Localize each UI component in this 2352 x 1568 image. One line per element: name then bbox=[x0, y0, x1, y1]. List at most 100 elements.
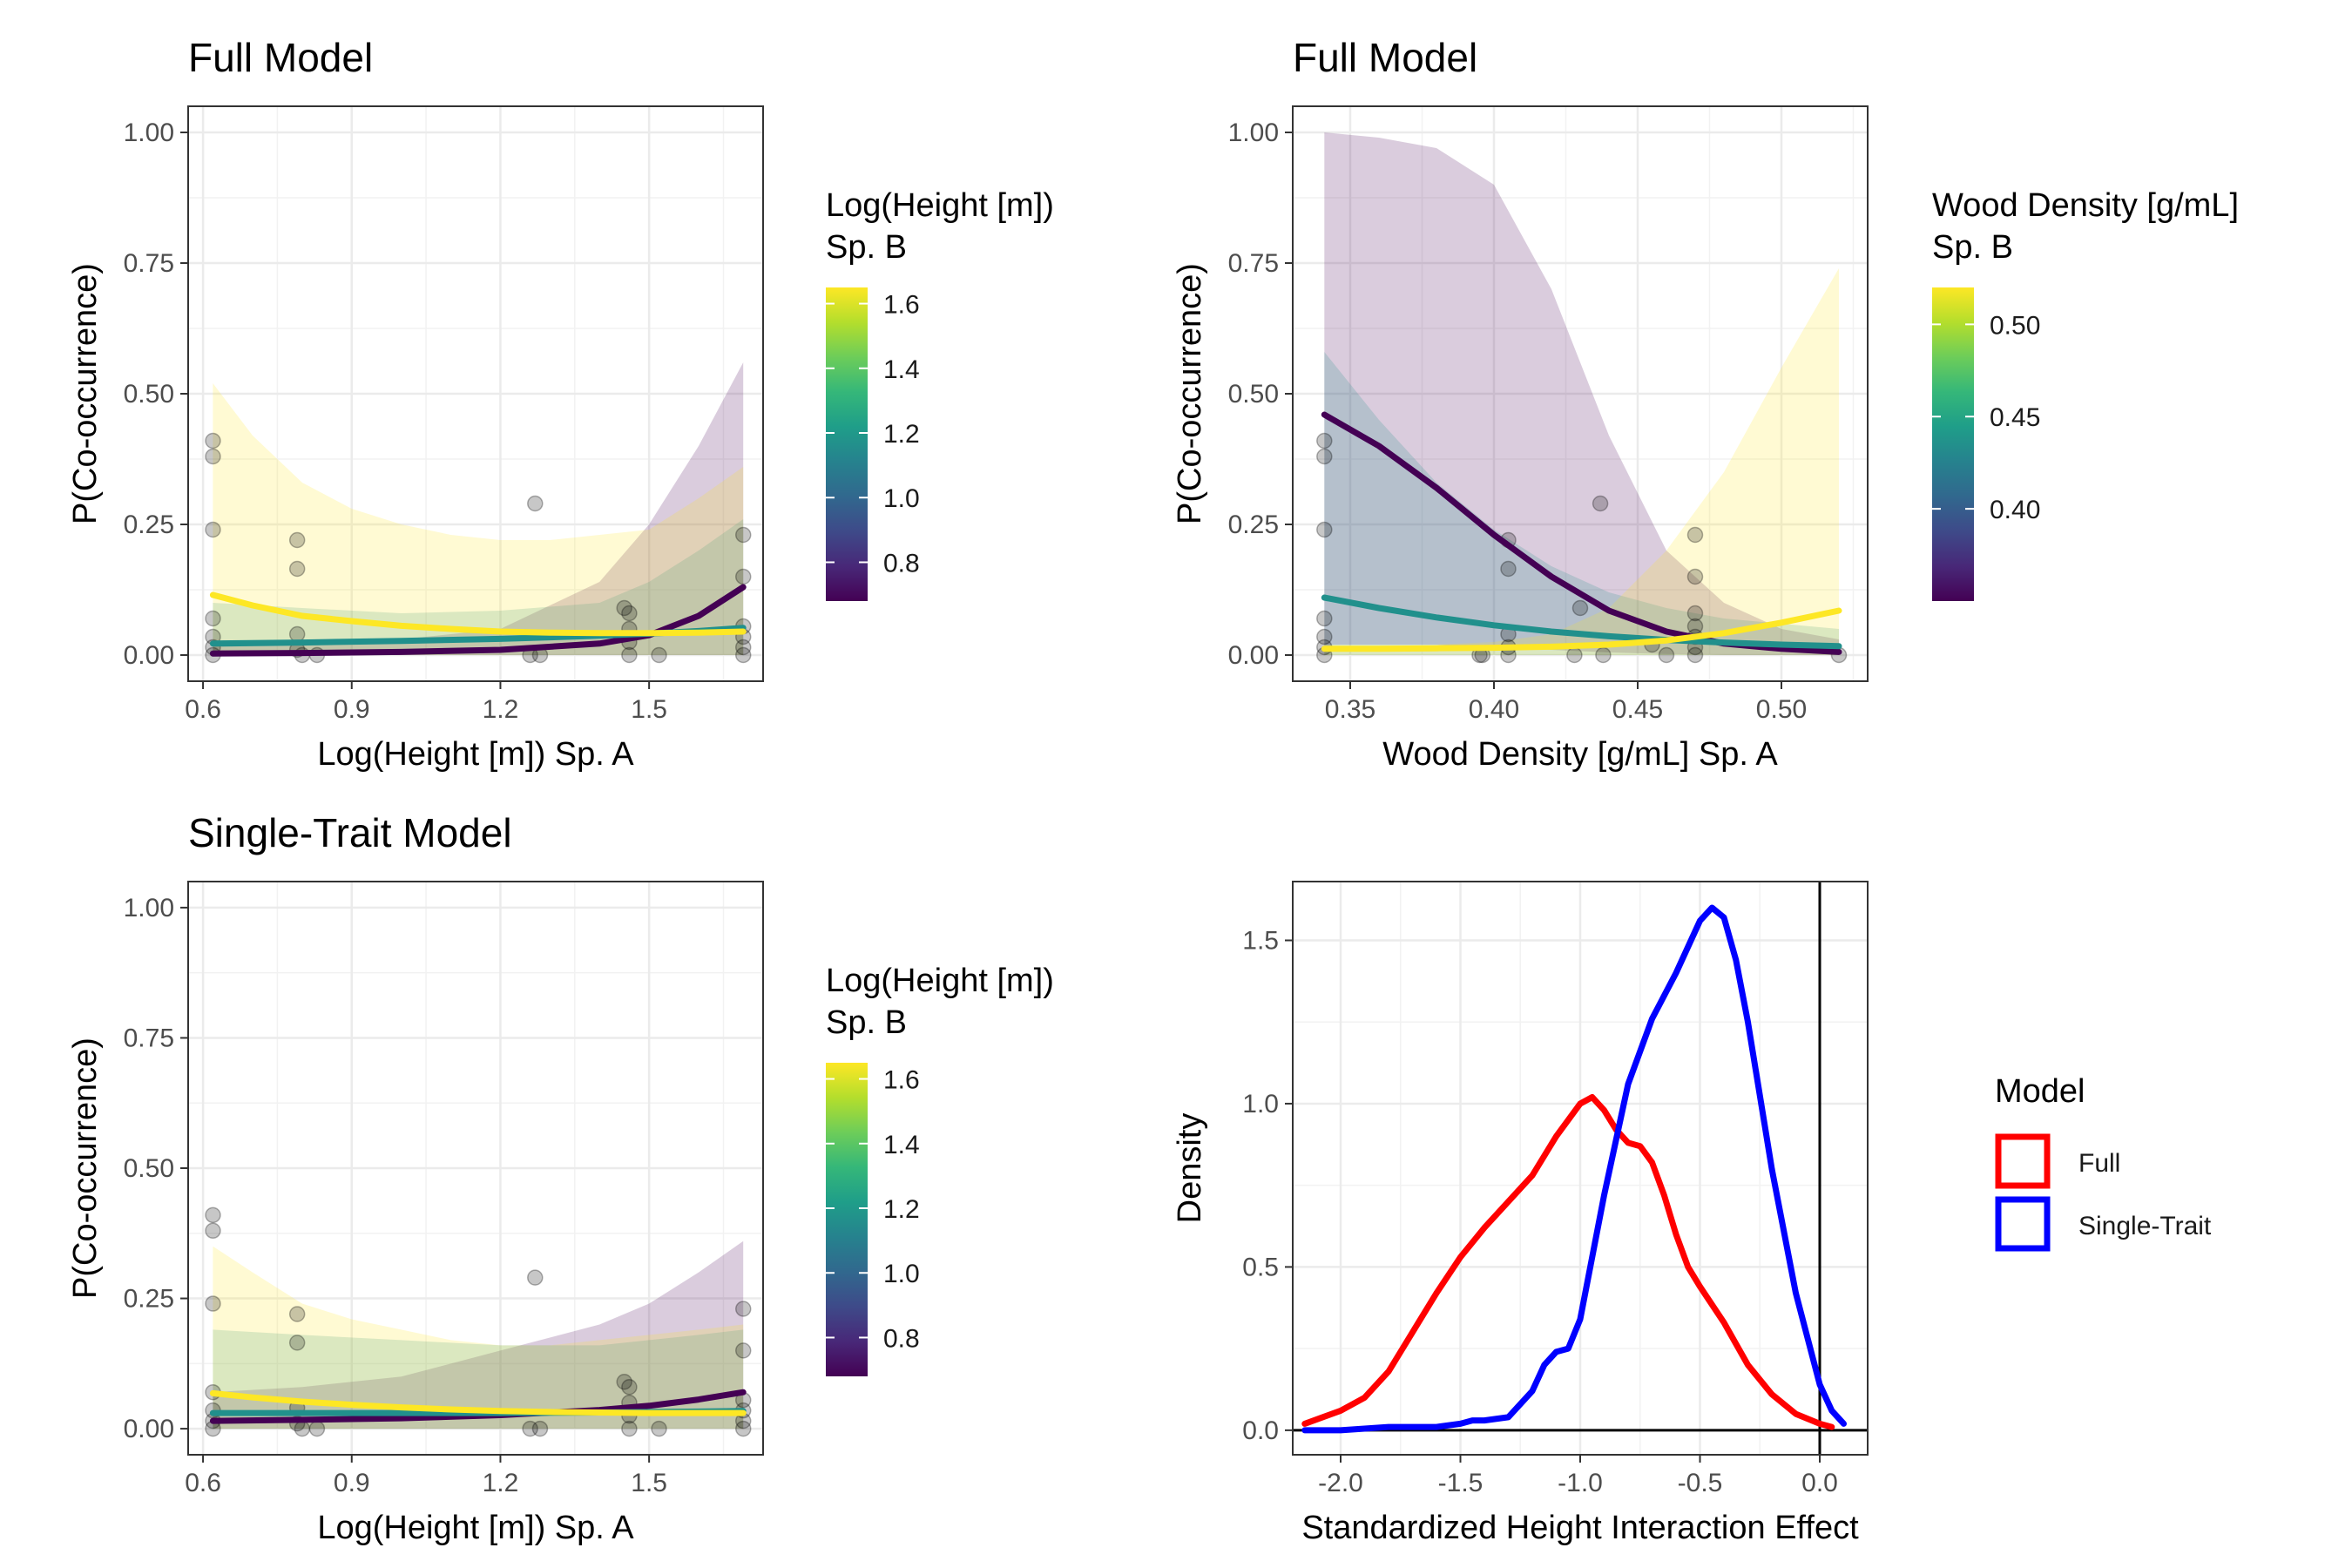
data-point bbox=[734, 646, 752, 664]
data-point bbox=[205, 610, 221, 627]
data-point bbox=[1566, 646, 1583, 664]
data-point bbox=[1571, 599, 1589, 617]
data-point bbox=[1686, 568, 1704, 585]
data-point bbox=[527, 495, 544, 512]
x-axis-title: Wood Density [g/mL] Sp. A bbox=[1382, 736, 1778, 773]
data-point bbox=[288, 625, 306, 643]
confidence-ribbon-2 bbox=[213, 1246, 744, 1429]
colorbar-label: 1.2 bbox=[883, 1195, 920, 1224]
y-tick-label: 0.25 bbox=[124, 510, 174, 539]
data-point bbox=[734, 1301, 752, 1317]
y-tick-label: 0.25 bbox=[1228, 510, 1279, 539]
data-point bbox=[1592, 495, 1609, 512]
series-line-0 bbox=[209, 584, 747, 657]
data-point bbox=[1686, 526, 1704, 544]
colorbar bbox=[826, 1063, 868, 1376]
colorbar bbox=[826, 287, 868, 601]
colorbar bbox=[1932, 287, 1974, 601]
x-tick-label: 0.6 bbox=[185, 1469, 221, 1497]
series-line-1 bbox=[1321, 594, 1842, 650]
y-tick-label: 0.5 bbox=[1242, 1253, 1279, 1281]
data-point bbox=[288, 1306, 306, 1322]
series-line-0 bbox=[1301, 1094, 1835, 1430]
colorbar-label: 1.0 bbox=[883, 484, 920, 513]
y-tick-label: 0.00 bbox=[1228, 641, 1279, 670]
data-point bbox=[205, 432, 221, 449]
data-point bbox=[205, 448, 221, 465]
x-tick-label: 1.5 bbox=[631, 1469, 667, 1497]
data-point bbox=[651, 646, 667, 664]
panel-height-single-trait-model: 0.6 0.9 1.2 1.5 0.00 0.25 0.50 0.75 1.00 Log(Heig… bbox=[67, 810, 1054, 1546]
data-point bbox=[1658, 646, 1675, 664]
colorbar-label: 0.45 bbox=[1990, 403, 2040, 432]
legend-title-line: Sp. B bbox=[826, 1004, 907, 1041]
x-axis-title: Standardized Height Interaction Effect bbox=[1301, 1510, 1859, 1546]
legend-title: Model bbox=[1995, 1073, 2085, 1110]
data-point bbox=[205, 1295, 221, 1312]
legend-title-line: Sp. B bbox=[826, 229, 907, 266]
legend-title-line: Sp. B bbox=[1932, 229, 2013, 266]
y-tick-label: 0.0 bbox=[1242, 1416, 1279, 1445]
legend-title-line: Log(Height [m]) bbox=[826, 187, 1054, 224]
y-tick-label: 0.75 bbox=[124, 1024, 174, 1052]
legend-label-0: Full bbox=[2078, 1149, 2120, 1178]
legend-title-line: Wood Density [g/mL] bbox=[1932, 187, 2239, 224]
data-point bbox=[527, 1269, 544, 1286]
y-tick-label: 0.50 bbox=[1228, 380, 1279, 409]
y-axis-title: P(Co-occurrence) bbox=[67, 263, 104, 524]
x-tick-label: 1.2 bbox=[483, 695, 519, 724]
legend-title-line: Log(Height [m]) bbox=[826, 963, 1054, 999]
data-point bbox=[616, 599, 632, 617]
series-line-2 bbox=[209, 1389, 747, 1416]
y-tick-label: 1.00 bbox=[124, 894, 174, 923]
x-tick-label: -2.0 bbox=[1318, 1469, 1363, 1497]
legend-key-0 bbox=[1995, 1133, 2051, 1189]
panel-density-comparison: -2.0 -1.5 -1.0 -0.5 0.0 0.0 0.5 1.0 1.5 Standardi… bbox=[1172, 881, 2212, 1546]
data-point bbox=[734, 1342, 752, 1359]
data-point bbox=[288, 531, 306, 549]
colorbar-label: 1.6 bbox=[883, 291, 920, 320]
data-point bbox=[205, 521, 221, 538]
data-point bbox=[621, 1420, 638, 1437]
colorbar-label: 0.40 bbox=[1990, 496, 2040, 524]
y-tick-label: 0.25 bbox=[124, 1285, 174, 1314]
colorbar-label: 1.2 bbox=[883, 420, 920, 449]
x-axis-title: Log(Height [m]) Sp. A bbox=[317, 736, 634, 773]
y-tick-label: 1.00 bbox=[124, 118, 174, 147]
x-tick-label: 0.50 bbox=[1756, 695, 1807, 724]
data-point bbox=[522, 1420, 538, 1437]
x-tick-label: 1.2 bbox=[483, 1469, 519, 1497]
data-point bbox=[734, 568, 752, 585]
x-tick-label: 0.9 bbox=[334, 1469, 370, 1497]
x-axis-title: Log(Height [m]) Sp. A bbox=[317, 1510, 634, 1546]
legend-key-1 bbox=[1995, 1196, 2051, 1252]
x-tick-label: -1.5 bbox=[1438, 1469, 1484, 1497]
series-line-2 bbox=[209, 591, 747, 637]
confidence-ribbon-2 bbox=[1324, 268, 1839, 655]
y-axis-title: P(Co-occurrence) bbox=[1172, 263, 1208, 524]
x-tick-label: 0.45 bbox=[1612, 695, 1663, 724]
panel-height-full-model: 0.6 0.9 1.2 1.5 0.00 0.25 0.50 0.75 1.00 Log(Heig… bbox=[67, 35, 1054, 773]
data-point bbox=[621, 1378, 638, 1396]
data-point bbox=[1686, 605, 1704, 622]
colorbar-label: 0.8 bbox=[883, 549, 920, 578]
data-point bbox=[1316, 448, 1333, 465]
data-point bbox=[1316, 628, 1333, 645]
x-tick-label: 0.0 bbox=[1801, 1469, 1838, 1497]
legend-label-1: Single-Trait bbox=[2078, 1212, 2212, 1240]
colorbar-label: 0.50 bbox=[1990, 311, 2040, 340]
data-point bbox=[734, 1420, 752, 1437]
data-point bbox=[621, 646, 638, 664]
data-point bbox=[1316, 432, 1333, 449]
colorbar-label: 1.4 bbox=[883, 355, 920, 384]
data-point bbox=[621, 605, 638, 622]
series-line-2 bbox=[1321, 607, 1842, 652]
data-point bbox=[205, 1206, 221, 1224]
data-point bbox=[1595, 646, 1612, 664]
data-point bbox=[1316, 610, 1333, 627]
y-axis-title: P(Co-occurrence) bbox=[67, 1037, 104, 1299]
y-tick-label: 1.0 bbox=[1242, 1090, 1279, 1119]
data-point bbox=[531, 1420, 549, 1437]
x-tick-label: 0.40 bbox=[1469, 695, 1519, 724]
colorbar-label: 1.6 bbox=[883, 1066, 920, 1095]
